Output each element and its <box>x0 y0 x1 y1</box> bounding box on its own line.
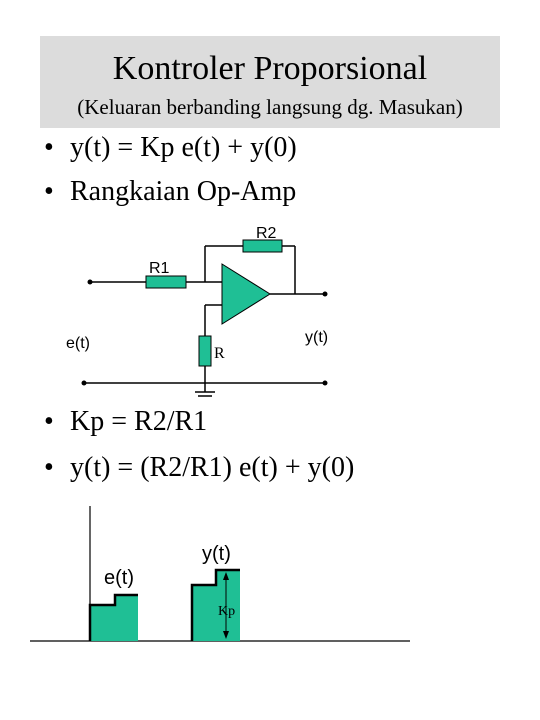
slide-subtitle: (Keluaran berbanding langsung dg. Masuka… <box>77 95 463 119</box>
resistor-r1 <box>145 275 187 289</box>
bullet-equation: • y(t) = Kp e(t) + y(0) <box>44 132 297 164</box>
resistor-r2 <box>242 239 283 253</box>
bullet-marker: • <box>44 452 54 483</box>
title-box: Kontroler Proporsional (Keluaran berband… <box>40 36 500 128</box>
bullet-marker: • <box>44 406 54 437</box>
label-input-et: e(t) <box>66 335 90 352</box>
label-r1: R1 <box>149 260 170 277</box>
bullet-marker: • <box>44 132 54 163</box>
opamp-triangle <box>221 263 271 325</box>
kp-arrow-head-up <box>223 572 229 580</box>
slide-title: Kontroler Proporsional <box>112 50 428 87</box>
label-r2: R2 <box>256 225 277 242</box>
label-output-yt: y(t) <box>305 329 328 346</box>
label-r: R <box>214 345 225 362</box>
output-step-outline <box>190 568 240 641</box>
response-label-kp: Kp <box>218 604 235 619</box>
kp-arrow-head-down <box>223 631 229 639</box>
bullet-circuit-text: Rangkaian Op-Amp <box>70 176 297 207</box>
input-step-fill <box>90 595 138 641</box>
output-step-fill <box>192 570 240 641</box>
resistor-r <box>198 335 212 367</box>
bullet-equation-text: y(t) = Kp e(t) + y(0) <box>70 132 297 163</box>
bullet-marker: • <box>44 176 54 207</box>
bullet-kp-text: Kp = R2/R1 <box>70 406 208 437</box>
input-step-outline <box>88 593 138 641</box>
output-terminal <box>322 291 328 297</box>
ground-terminal-left <box>81 380 87 386</box>
response-label-yt: y(t) <box>202 543 231 565</box>
input-terminal <box>87 279 93 285</box>
response-label-et: e(t) <box>104 567 134 589</box>
bullet-output: • y(t) = (R2/R1) e(t) + y(0) <box>44 452 354 484</box>
bullet-kp: • Kp = R2/R1 <box>44 406 207 438</box>
bullet-output-text: y(t) = (R2/R1) e(t) + y(0) <box>70 452 355 483</box>
ground-terminal-right <box>322 380 328 386</box>
bullet-circuit: • Rangkaian Op-Amp <box>44 176 296 208</box>
